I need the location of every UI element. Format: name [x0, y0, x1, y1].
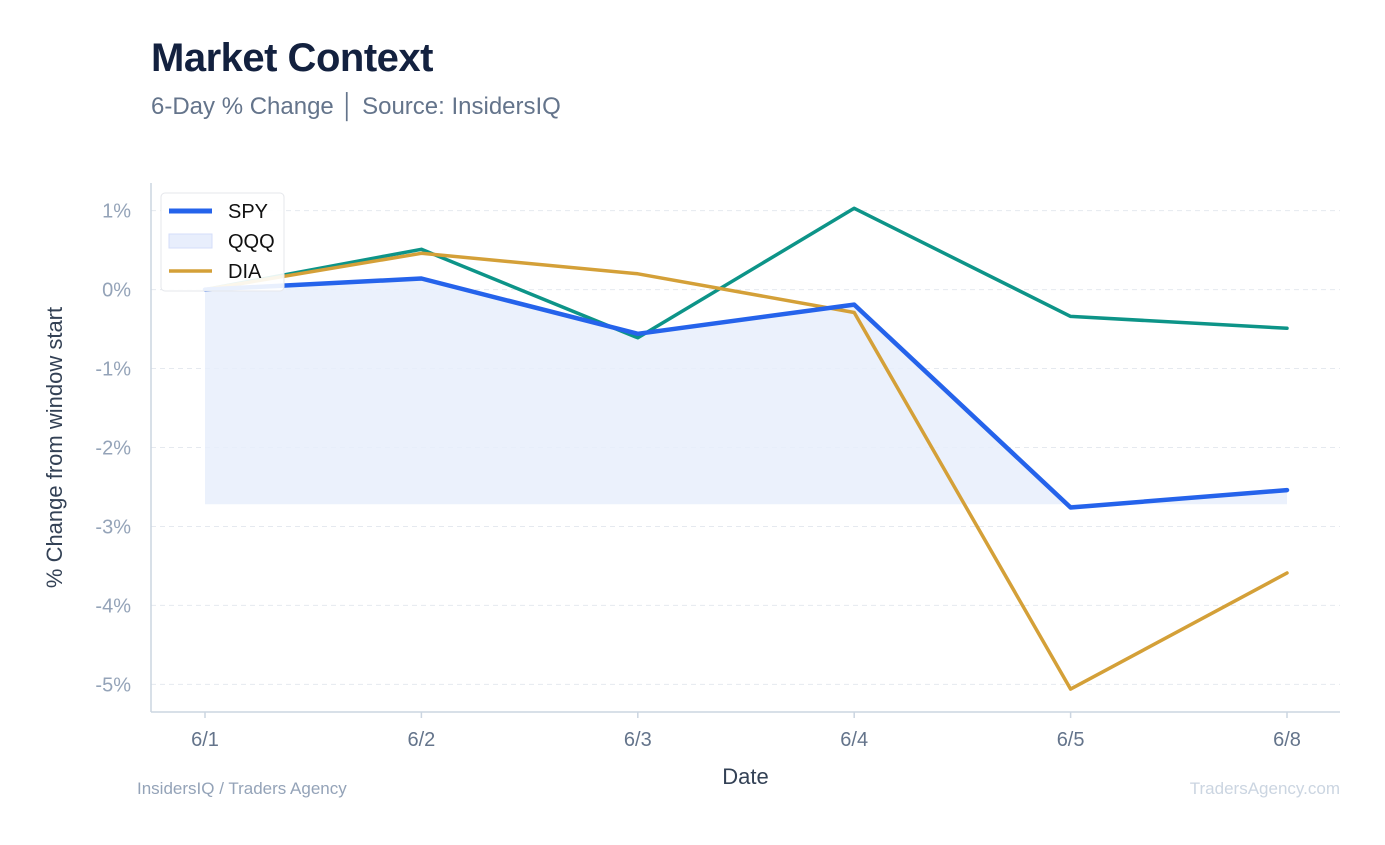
y-tick-label: 0%: [102, 280, 131, 302]
x-tick-label: 6/5: [1057, 729, 1085, 751]
y-tick-labels: 1% 0% -1% -2% -3% -4% -5%: [95, 201, 131, 697]
y-tick-label: -1%: [95, 359, 131, 381]
x-tick-label: 6/4: [840, 729, 868, 751]
series-lines: [202, 206, 1290, 691]
series-line-dia: [203, 251, 1289, 691]
spy-range-band: [205, 278, 1287, 508]
footer-site-link[interactable]: TradersAgency.com: [1189, 779, 1340, 798]
y-tick-label: -4%: [95, 595, 131, 617]
y-tick-label: 1%: [102, 201, 131, 223]
legend-label-qqq: QQQ: [228, 231, 275, 253]
x-tick-labels: 6/1 6/2 6/3 6/4 6/5 6/8: [191, 729, 1301, 751]
series-line-spy: [202, 276, 1290, 510]
series-line-qqq: [203, 206, 1289, 340]
legend-label-spy: SPY: [228, 201, 268, 223]
x-tick-label: 6/8: [1273, 729, 1301, 751]
x-tick-label: 6/2: [407, 729, 435, 751]
chart-title: Market Context: [151, 36, 433, 80]
legend-swatch-qqq: [168, 233, 213, 249]
x-axis-title: Date: [722, 764, 768, 789]
chart-subtitle: 6-Day % Change │ Source: InsidersIQ: [151, 93, 561, 120]
legend-label-dia: DIA: [228, 261, 262, 283]
y-tick-label: -2%: [95, 438, 131, 460]
axes: [150, 183, 1340, 718]
y-axis-title: % Change from window start: [42, 307, 67, 588]
footer-credit: InsidersIQ / Traders Agency: [137, 779, 347, 798]
x-tick-label: 6/1: [191, 729, 219, 751]
x-tick-label: 6/3: [624, 729, 652, 751]
range-band-area: [205, 278, 1287, 508]
legend: SPY QQQ DIA: [160, 192, 285, 292]
y-tick-label: -3%: [95, 516, 131, 538]
y-tick-label: -5%: [95, 674, 131, 696]
legend-box: [160, 192, 285, 292]
